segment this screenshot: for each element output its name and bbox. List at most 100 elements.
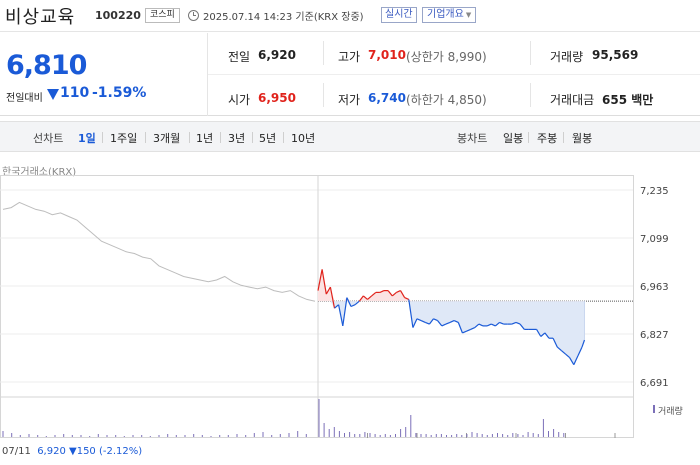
divider: [530, 41, 531, 65]
series-segment-today: [379, 290, 385, 293]
separator: [563, 132, 564, 143]
volume-legend-swatch: [653, 405, 655, 413]
caret-down-icon: ▼: [465, 11, 472, 19]
period-1w-button[interactable]: 1주일: [110, 132, 138, 145]
current-price: 6,810: [6, 50, 87, 81]
series-segment-today: [317, 269, 323, 291]
high-value: 7,010: [368, 48, 406, 62]
series-segment-today: [420, 320, 426, 323]
series-segment-today: [511, 321, 517, 325]
period-5y-button[interactable]: 5년: [259, 132, 277, 145]
series-segment-today: [408, 299, 414, 328]
period-10y-button[interactable]: 10년: [291, 132, 316, 145]
series-segment-today: [350, 304, 356, 308]
prev-day-info: 07/11 6,920 ▼150 (-2.12%): [2, 446, 142, 457]
open-value: 6,950: [258, 91, 296, 105]
series-segment-today: [556, 346, 562, 352]
change-rate: -1.59%: [92, 85, 147, 101]
series-segment-today: [329, 286, 336, 309]
series-segment-today: [457, 322, 463, 334]
realtime-button[interactable]: 실시간: [381, 7, 417, 23]
series-segment-today: [491, 323, 496, 327]
series-segment-today: [428, 318, 434, 325]
upper-limit: (상한가 8,990): [406, 50, 487, 64]
series-segment-today: [325, 286, 331, 295]
candle-monthly-button[interactable]: 월봉: [572, 132, 593, 145]
series-segment-today: [519, 323, 525, 330]
stock-code: 100220: [95, 9, 141, 22]
series-segment-today: [371, 291, 377, 297]
prev-close-label: 전일: [228, 50, 251, 64]
volume-value: 95,569: [592, 48, 639, 62]
period-1d-button[interactable]: 1일: [78, 132, 96, 145]
series-segment-today: [474, 323, 480, 329]
company-overview-button[interactable]: 기업개요 ▼: [422, 7, 477, 23]
series-segment-today: [363, 295, 368, 300]
period-3y-button[interactable]: 3년: [228, 132, 246, 145]
series-segment-today: [404, 297, 410, 300]
series-segment-today: [565, 353, 570, 359]
divider: [323, 83, 324, 107]
prev-close-value: 6,920: [258, 48, 296, 62]
series-segment-today: [437, 320, 443, 327]
price-chart[interactable]: 7,2357,0996,9636,8276,69107/1107/1410:00…: [0, 175, 700, 445]
stock-name: 비상교육: [5, 7, 76, 28]
series-segment-today: [338, 304, 344, 327]
series-segment-today: [573, 355, 579, 365]
high-label: 고가: [338, 50, 361, 64]
series-segment-today: [462, 330, 467, 334]
series-segment-today: [412, 318, 418, 328]
row-divider: [208, 74, 700, 75]
series-segment-today: [470, 327, 476, 330]
volume-label: 거래량: [550, 50, 584, 64]
series-segment-today: [561, 350, 566, 355]
prev-day-rate: (-2.12%): [98, 446, 143, 457]
separator: [220, 132, 221, 143]
y-tick-label: 7,099: [640, 234, 669, 245]
area-above-baseline: [318, 269, 585, 302]
price-cell: 6,810 전일대비 110 -1.59%: [0, 33, 208, 116]
volume-legend: 거래량: [658, 407, 683, 417]
down-triangle-icon: [47, 89, 59, 100]
series-segment-today: [495, 321, 500, 327]
series-line-prev-day: [2, 201, 316, 302]
series-segment-today: [540, 332, 546, 337]
timestamp: 2025.07.14 14:23 기준(KRX 장중): [203, 12, 364, 23]
candle-daily-button[interactable]: 일봉: [503, 132, 524, 145]
market-badge: 코스피: [145, 8, 180, 23]
y-tick-label: 7,235: [640, 186, 669, 197]
series-segment-today: [334, 304, 339, 309]
series-segment-today: [346, 297, 352, 307]
series-segment-today: [581, 339, 586, 348]
amount-label: 거래대금: [550, 93, 595, 107]
amount-value: 655 백만: [602, 93, 654, 107]
candle-weekly-button[interactable]: 주봉: [537, 132, 558, 145]
period-3m-button[interactable]: 3개월: [153, 132, 181, 145]
exchange-label: 한국거래소(KRX): [2, 167, 77, 178]
period-1y-button[interactable]: 1년: [196, 132, 214, 145]
candle-chart-label: 봉차트: [457, 132, 488, 145]
series-segment-today: [478, 323, 484, 327]
separator: [145, 132, 146, 143]
series-segment-today: [515, 321, 521, 325]
series-segment-today: [449, 320, 455, 323]
series-segment-today: [569, 357, 575, 366]
separator: [283, 132, 284, 143]
separator: [102, 132, 103, 143]
series-segment-today: [367, 295, 372, 300]
series-segment-today: [342, 297, 348, 326]
series-segment-today: [486, 323, 492, 327]
open-label: 시가: [228, 93, 251, 107]
lower-limit: (하한가 4,850): [406, 93, 487, 107]
series-segment-today: [466, 328, 471, 332]
separator: [528, 132, 529, 143]
y-tick-label: 6,963: [640, 282, 669, 293]
prev-day-change: ▼150: [69, 446, 96, 457]
clock-icon: [188, 10, 199, 21]
series-segment-today: [391, 291, 397, 297]
change-value: 110: [60, 85, 90, 101]
series-segment-today: [544, 332, 550, 339]
low-label: 저가: [338, 93, 361, 107]
prev-day-date: 07/11: [2, 446, 31, 457]
series-segment-today: [441, 323, 447, 327]
